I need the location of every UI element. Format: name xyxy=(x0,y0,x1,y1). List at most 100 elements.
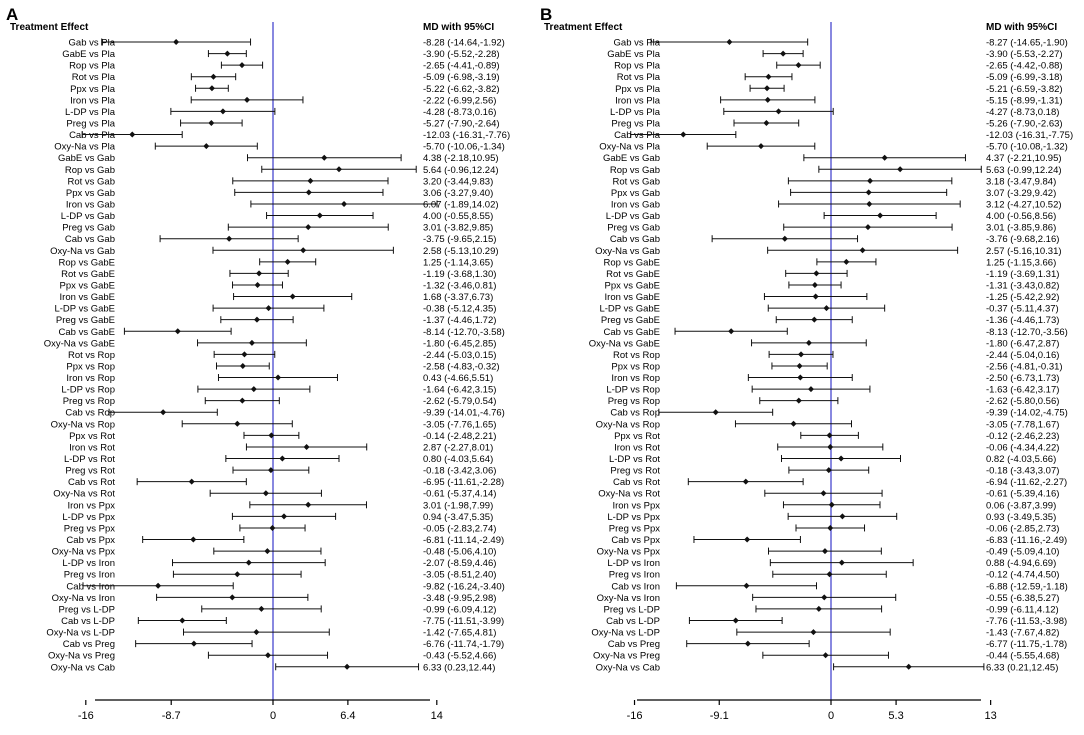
forest-row: Rop vs Gab 5.63 (-0.99,12.24) xyxy=(610,165,1062,176)
md-ci-value: -6.88 (-12.59,-1.18) xyxy=(986,581,1068,592)
point-estimate-marker xyxy=(316,212,323,219)
comparison-label: Cab vs Rot xyxy=(613,477,660,488)
forest-row: L-DP vs Gab 4.00 (-0.55,8.55) xyxy=(61,211,493,222)
md-ci-value: -0.55 (-6.38,5.27) xyxy=(986,593,1059,604)
point-estimate-marker xyxy=(775,108,782,115)
md-ci-value: -1.43 (-7.67,4.82) xyxy=(986,628,1059,639)
point-estimate-marker xyxy=(305,501,312,508)
point-estimate-marker xyxy=(234,571,241,578)
md-ci-value: -3.05 (-7.76,1.65) xyxy=(423,419,496,430)
comparison-label: Preg vs Iron xyxy=(609,570,660,581)
md-ci-value: -0.49 (-5.09,4.10) xyxy=(986,547,1059,558)
comparison-label: L-DP vs Pla xyxy=(610,107,661,118)
forest-row: Oxy-Na vs Preg -0.44 (-5.55,4.68) xyxy=(593,651,1059,662)
comparison-label: Oxy-Na vs Cab xyxy=(51,662,115,673)
md-ci-value: -5.27 (-7.90,-2.64) xyxy=(423,118,500,129)
point-estimate-marker xyxy=(797,374,804,381)
point-estimate-marker xyxy=(826,432,833,439)
forest-row: Rop vs GabE 1.25 (-1.14,3.65) xyxy=(59,257,494,268)
comparison-label: Cab vs Iron xyxy=(66,581,115,592)
forest-row: L-DP vs GabE -0.38 (-5.12,4.35) xyxy=(54,304,496,315)
comparison-label: Rot vs GabE xyxy=(61,269,115,280)
comparison-label: Iron vs Gab xyxy=(66,199,115,210)
forest-row: Ppx vs Rot -0.12 (-2.46,2.23) xyxy=(614,431,1059,442)
point-estimate-marker xyxy=(248,339,255,346)
forest-row: Oxy-Na vs Gab 2.57 (-5.16,10.31) xyxy=(595,246,1061,257)
md-ci-value: -6.76 (-11.74,-1.79) xyxy=(423,639,504,650)
forest-row: Ppx vs Rot -0.14 (-2.48,2.21) xyxy=(69,431,496,442)
header-treatment-effect: Treatment Effect xyxy=(544,22,623,33)
forest-row: Oxy-Na vs Cab 6.33 (0.21,12.45) xyxy=(596,662,1059,673)
forest-row: L-DP vs Rot 0.82 (-4.03,5.66) xyxy=(609,454,1056,465)
point-estimate-marker xyxy=(742,478,749,485)
md-ci-value: -8.13 (-12.70,-3.56) xyxy=(986,327,1068,338)
point-estimate-marker xyxy=(284,258,291,265)
forest-row: Cab vs L-DP -7.76 (-11.53,-3.98) xyxy=(606,616,1067,627)
comparison-label: L-DP vs Rop xyxy=(61,385,115,396)
forest-row: Cab vs Pla -12.03 (-16.31,-7.76) xyxy=(69,130,510,141)
comparison-label: Iron vs Pla xyxy=(70,95,116,106)
md-ci-value: 5.63 (-0.99,12.24) xyxy=(986,165,1062,176)
forest-row: L-DP vs Rop -1.63 (-6.42,3.17) xyxy=(606,385,1059,396)
md-ci-value: -0.12 (-2.46,2.23) xyxy=(986,431,1059,442)
forest-row: Iron vs Pla -5.15 (-8.99,-1.31) xyxy=(615,95,1062,106)
md-ci-value: 4.38 (-2.18,10.95) xyxy=(423,153,499,164)
comparison-label: Iron vs Rot xyxy=(69,442,115,453)
comparison-label: Iron vs Gab xyxy=(611,199,660,210)
md-ci-value: -1.19 (-3.69,1.31) xyxy=(986,269,1059,280)
comparison-label: Cab vs Pla xyxy=(69,130,116,141)
x-axis-tick-label: 13 xyxy=(985,710,997,722)
comparison-label: Rot vs Gab xyxy=(67,176,115,187)
comparison-label: L-DP vs Gab xyxy=(606,211,660,222)
comparison-label: Oxy-Na vs Rot xyxy=(53,489,115,500)
md-ci-value: -1.42 (-7.65,4.81) xyxy=(423,628,496,639)
point-estimate-marker xyxy=(174,328,181,335)
md-ci-value: -1.32 (-3.46,0.81) xyxy=(423,280,496,291)
point-estimate-marker xyxy=(190,536,197,543)
forest-row: Ppx vs Gab 3.07 (-3.29,9.42) xyxy=(611,188,1056,199)
md-ci-value: -2.56 (-4.81,-0.31) xyxy=(986,361,1063,372)
comparison-label: Ppx vs Gab xyxy=(66,188,115,199)
point-estimate-marker xyxy=(811,316,818,323)
comparison-label: Ppx vs Rot xyxy=(69,431,115,442)
point-estimate-marker xyxy=(275,374,282,381)
point-estimate-marker xyxy=(219,108,226,115)
md-ci-value: -2.65 (-4.42,-0.88) xyxy=(986,61,1063,72)
md-ci-value: -5.09 (-6.98,-3.19) xyxy=(423,72,500,83)
point-estimate-marker xyxy=(822,652,829,659)
forest-row: Ppx vs Pla -5.22 (-6.62,-3.82) xyxy=(70,84,499,95)
md-ci-value: -6.94 (-11.62,-2.27) xyxy=(986,477,1067,488)
md-ci-value: 2.58 (-5.13,10.29) xyxy=(423,246,499,257)
point-estimate-marker xyxy=(155,582,162,589)
md-ci-value: -6.77 (-11.75,-1.78) xyxy=(986,639,1067,650)
md-ci-value: 3.18 (-3.47,9.84) xyxy=(986,176,1056,187)
forest-row: Preg vs GabE -1.36 (-4.46,1.73) xyxy=(601,315,1060,326)
panel-label: B xyxy=(540,5,552,24)
point-estimate-marker xyxy=(250,386,257,393)
forest-row: Iron vs Rot 2.87 (-2.27,8.01) xyxy=(69,442,493,453)
md-ci-value: 1.25 (-1.15,3.66) xyxy=(986,257,1056,268)
forest-row: Oxy-Na vs Gab 2.58 (-5.13,10.29) xyxy=(50,246,498,257)
point-estimate-marker xyxy=(812,293,819,300)
comparison-label: Rop vs Gab xyxy=(610,165,660,176)
md-ci-value: -2.44 (-5.04,0.16) xyxy=(986,350,1059,361)
forest-row: Preg vs L-DP -0.99 (-6.09,4.12) xyxy=(59,604,497,615)
point-estimate-marker xyxy=(239,362,246,369)
comparison-label: GabE vs Pla xyxy=(62,49,116,60)
comparison-label: Preg vs Pla xyxy=(66,118,115,129)
md-ci-value: 6.33 (0.23,12.44) xyxy=(423,662,495,673)
point-estimate-marker xyxy=(811,281,818,288)
md-ci-value: 3.12 (-4.27,10.52) xyxy=(986,199,1062,210)
comparison-label: Ppx vs Gab xyxy=(611,188,660,199)
comparison-label: L-DP vs GabE xyxy=(599,304,660,315)
forest-row: GabE vs Gab 4.37 (-2.21,10.95) xyxy=(603,153,1062,164)
forest-row: Oxy-Na vs Pla -5.70 (-10.06,-1.34) xyxy=(54,142,505,153)
point-estimate-marker xyxy=(129,131,136,138)
forest-row: Rot vs Rop -2.44 (-5.03,0.15) xyxy=(68,350,496,361)
comparison-label: Rot vs Rop xyxy=(68,350,115,361)
point-estimate-marker xyxy=(264,548,271,555)
forest-row: Rot vs GabE -1.19 (-3.69,1.31) xyxy=(606,269,1059,280)
comparison-label: Iron vs Ppx xyxy=(612,500,660,511)
